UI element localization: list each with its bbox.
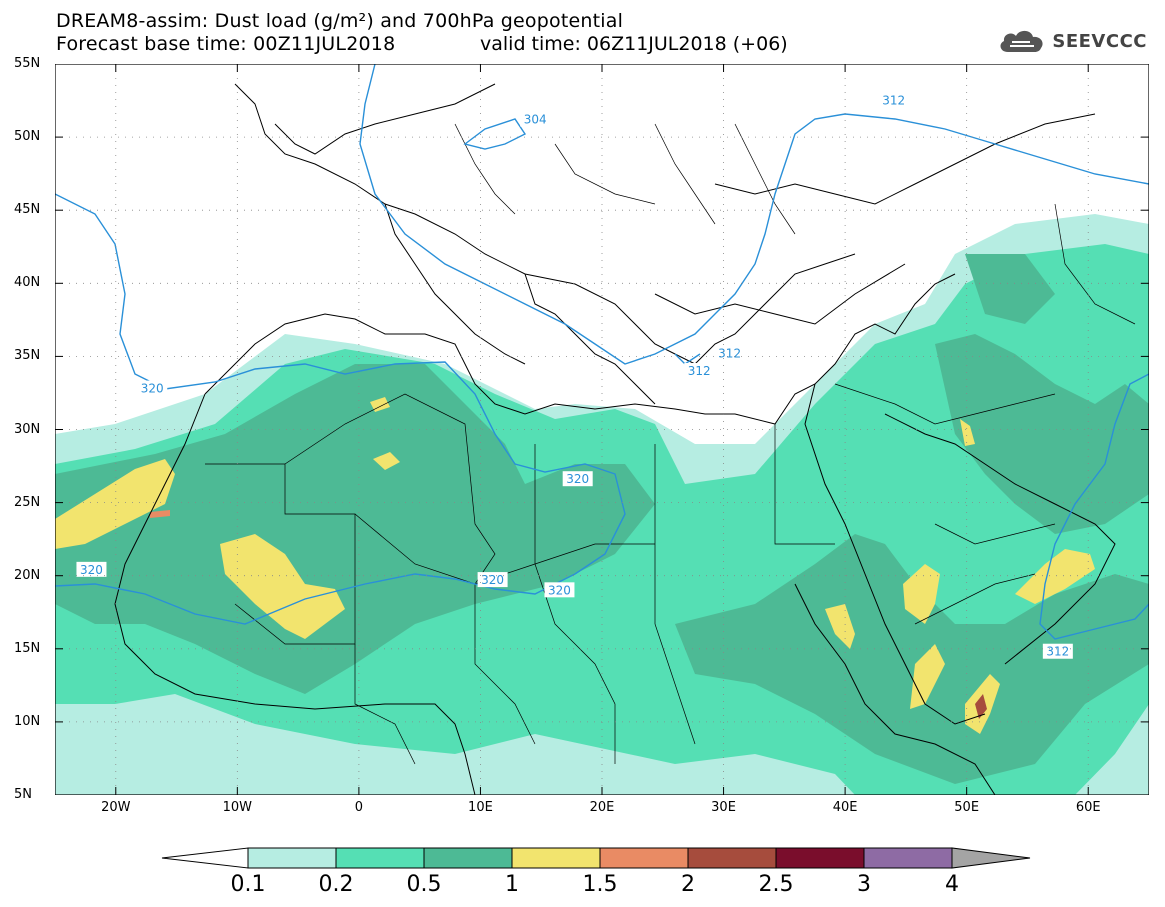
colorbar-label: 1 (505, 872, 519, 897)
dust-map: 304 312 312 312 312 320 320 320 320 320 (55, 64, 1149, 795)
colorbar (161, 847, 1031, 869)
colorbar-label: 1.5 (582, 872, 618, 897)
contour-label: 320 (76, 561, 107, 577)
colorbar-segment (247, 847, 337, 869)
contour-label: 312 (1042, 643, 1073, 659)
x-tick-label: 60E (1075, 800, 1101, 815)
contour-label-text: 320 (80, 563, 103, 577)
contour-label-bg (878, 92, 909, 108)
colorbar-label: 4 (945, 872, 959, 897)
x-tick-label: 20W (101, 800, 131, 815)
contour-labels: 304 312 312 312 312 320 320 320 320 320 (76, 92, 1073, 659)
contour-label-bg (76, 561, 107, 577)
y-tick-label: 35N (14, 348, 41, 364)
valid-time: valid time: 06Z11JUL2018 (+06) (480, 33, 788, 55)
y-tick-label: 45N (14, 202, 41, 218)
contour-label-text: 320 (481, 573, 504, 587)
y-tick-label: 40N (14, 275, 41, 291)
contour-label-bg (562, 471, 593, 487)
graticule (55, 64, 1149, 795)
colorbar-label: 3 (857, 872, 871, 897)
y-tick-label: 20N (14, 567, 41, 583)
y-tick-label: 15N (14, 640, 41, 656)
contour-label-bg (544, 582, 575, 598)
colorbar-label: 0.2 (318, 872, 354, 897)
y-tick-label: 55N (14, 56, 41, 71)
contour-label-text: 320 (141, 382, 164, 396)
contour-label-text: 304 (524, 113, 547, 127)
contour-label: 320 (137, 380, 168, 396)
dust-field (55, 214, 1149, 795)
chart-title: DREAM8-assim: Dust load (g/m²) and 700hP… (56, 10, 624, 32)
colorbar-segment (423, 847, 513, 869)
y-tick-label: 10N (14, 713, 41, 729)
y-tick-label: 50N (14, 129, 41, 145)
coastlines-borders (114, 83, 1116, 795)
colorbar-segment (775, 847, 865, 869)
x-tick-label: 20E (589, 800, 615, 815)
contour-label: 312 (714, 345, 745, 361)
colorbar-label: 0.5 (406, 872, 442, 897)
contour-label: 320 (544, 582, 575, 598)
contour-label-text: 312 (1046, 645, 1069, 659)
y-tick-label: 25N (14, 494, 41, 510)
x-tick-label: 30E (711, 800, 736, 815)
colorbar-label: 2 (681, 872, 695, 897)
contour-label-text: 320 (548, 583, 571, 597)
contour-label-bg (477, 572, 508, 588)
contour-label-text: 312 (688, 364, 711, 378)
colorbar-low-end (161, 847, 249, 869)
contour-label-bg (684, 363, 715, 379)
contour-label-text: 312 (718, 346, 741, 360)
cloud-icon (1000, 30, 1043, 52)
contour-label: 312 (684, 363, 715, 379)
x-tick-label: 10W (222, 800, 253, 815)
axis-ticks (55, 64, 1149, 795)
logo-text: SEEVCCC (1052, 30, 1147, 52)
seevccc-logo: SEEVCCC (996, 26, 1147, 56)
contour-label-bg (714, 345, 745, 361)
y-tick-label: 5N (14, 787, 32, 802)
colorbar-segment (687, 847, 777, 869)
colorbar-segment (863, 847, 953, 869)
x-tick-label: 50E (954, 800, 980, 815)
contour-label: 320 (477, 572, 508, 588)
geopotential-contours (55, 64, 1149, 640)
contour-label-bg (520, 111, 551, 127)
colorbar-label: 2.5 (758, 872, 794, 897)
contour-label-text: 312 (882, 94, 905, 108)
contour-label-bg (1042, 643, 1073, 659)
contour-label-bg (137, 380, 168, 396)
x-tick-label: 0 (354, 800, 364, 815)
contour-label-text: 320 (566, 472, 589, 486)
colorbar-segment (511, 847, 601, 869)
x-tick-label: 10E (468, 800, 493, 815)
contour-label: 320 (562, 471, 593, 487)
colorbar-segment (335, 847, 425, 869)
colorbar-high-end (951, 847, 1031, 869)
x-tick-label: 40E (832, 800, 858, 815)
forecast-base-time: Forecast base time: 00Z11JUL2018 (56, 33, 396, 55)
y-tick-label: 30N (14, 421, 41, 437)
contour-label: 312 (878, 92, 909, 108)
colorbar-label: 0.1 (230, 872, 266, 897)
contour-label: 304 (520, 111, 551, 127)
colorbar-segment (599, 847, 689, 869)
